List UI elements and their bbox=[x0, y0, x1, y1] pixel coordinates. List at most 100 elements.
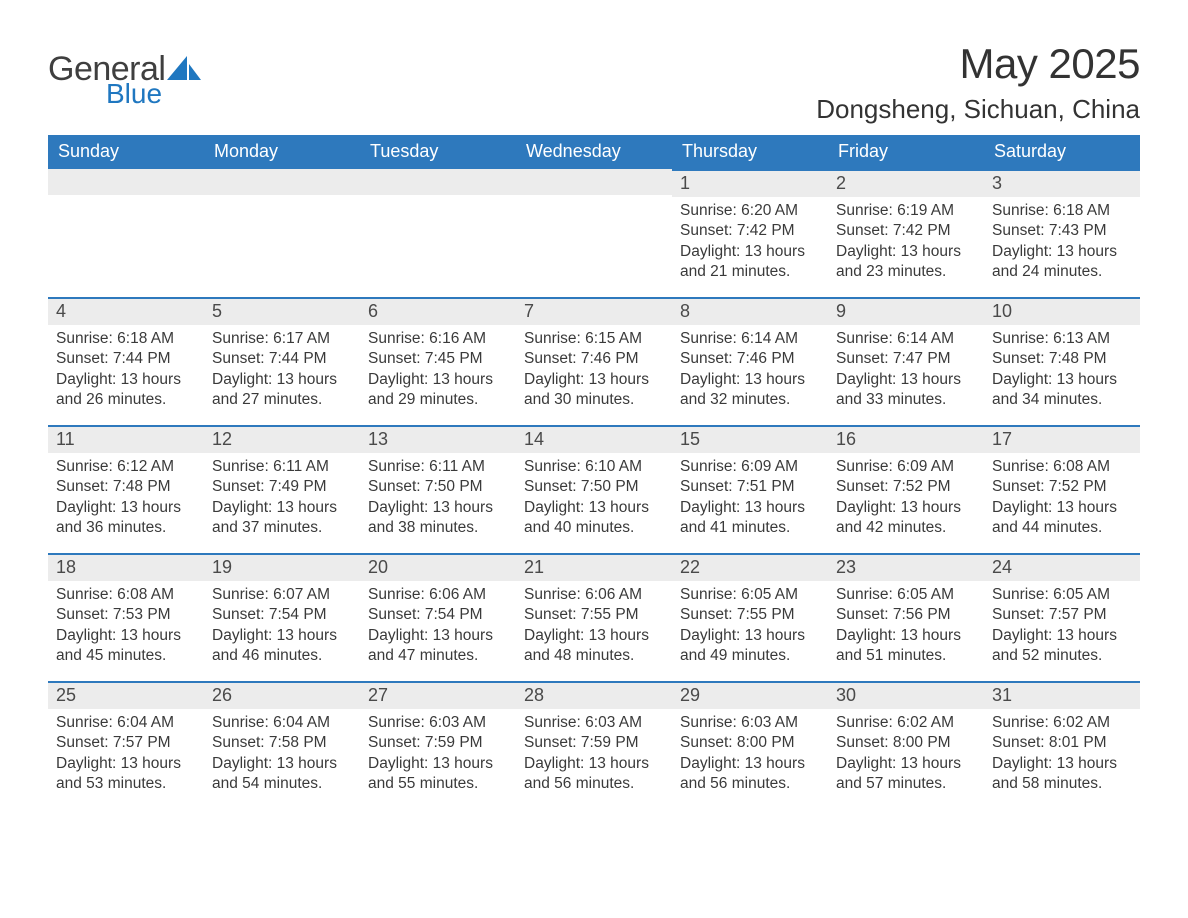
sunrise-label: Sunrise: bbox=[992, 586, 1053, 603]
logo: General Blue bbox=[48, 52, 201, 108]
empty-day-bar bbox=[360, 169, 516, 195]
detail-line: Sunset: 7:42 PM bbox=[680, 221, 820, 241]
calendar-day: 26Sunrise: 6:04 AMSunset: 7:58 PMDayligh… bbox=[204, 681, 360, 809]
day-details: Sunrise: 6:02 AMSunset: 8:01 PMDaylight:… bbox=[984, 709, 1140, 803]
daylight-hours: 13 bbox=[745, 627, 762, 644]
sunrise-label: Sunrise: bbox=[56, 586, 117, 603]
daylight-label: Daylight: bbox=[680, 499, 745, 516]
sunrise-label: Sunrise: bbox=[368, 586, 429, 603]
daylight-hours: 13 bbox=[433, 627, 450, 644]
day-number: 7 bbox=[516, 297, 672, 325]
detail-line: Sunset: 7:50 PM bbox=[368, 477, 508, 497]
calendar-day: 30Sunrise: 6:02 AMSunset: 8:00 PMDayligh… bbox=[828, 681, 984, 809]
detail-line: Sunset: 7:54 PM bbox=[368, 605, 508, 625]
column-header: Wednesday bbox=[516, 135, 672, 169]
sunrise-value: 6:19 AM bbox=[897, 202, 954, 219]
sunrise-value: 6:20 AM bbox=[741, 202, 798, 219]
day-number: 3 bbox=[984, 169, 1140, 197]
calendar-empty bbox=[48, 169, 204, 297]
day-number: 9 bbox=[828, 297, 984, 325]
detail-line: Sunrise: 6:13 AM bbox=[992, 329, 1132, 349]
sunset-value: 7:42 PM bbox=[737, 222, 795, 239]
detail-line: Sunrise: 6:17 AM bbox=[212, 329, 352, 349]
calendar-day: 25Sunrise: 6:04 AMSunset: 7:57 PMDayligh… bbox=[48, 681, 204, 809]
detail-line: Daylight: 13 hours and 34 minutes. bbox=[992, 370, 1132, 411]
day-number: 13 bbox=[360, 425, 516, 453]
sunset-label: Sunset: bbox=[836, 478, 893, 495]
sunset-label: Sunset: bbox=[56, 734, 113, 751]
daylight-hours: 13 bbox=[745, 371, 762, 388]
daylight-label: Daylight: bbox=[992, 499, 1057, 516]
detail-line: Sunrise: 6:09 AM bbox=[836, 457, 976, 477]
daylight-sep2: minutes. bbox=[259, 519, 322, 536]
sunset-label: Sunset: bbox=[524, 478, 581, 495]
sunrise-value: 6:03 AM bbox=[429, 714, 486, 731]
calendar-week: 25Sunrise: 6:04 AMSunset: 7:57 PMDayligh… bbox=[48, 681, 1140, 809]
daylight-label: Daylight: bbox=[56, 371, 121, 388]
daylight-sep2: minutes. bbox=[259, 775, 322, 792]
daylight-label: Daylight: bbox=[368, 499, 433, 516]
sunset-value: 8:01 PM bbox=[1049, 734, 1107, 751]
detail-line: Sunset: 7:57 PM bbox=[992, 605, 1132, 625]
sunset-value: 7:52 PM bbox=[893, 478, 951, 495]
detail-line: Sunrise: 6:14 AM bbox=[836, 329, 976, 349]
sunrise-label: Sunrise: bbox=[212, 586, 273, 603]
calendar-day: 17Sunrise: 6:08 AMSunset: 7:52 PMDayligh… bbox=[984, 425, 1140, 553]
daylight-minutes: 56 bbox=[554, 775, 571, 792]
calendar-day: 8Sunrise: 6:14 AMSunset: 7:46 PMDaylight… bbox=[672, 297, 828, 425]
sunset-value: 7:54 PM bbox=[269, 606, 327, 623]
sunset-value: 7:53 PM bbox=[113, 606, 171, 623]
daylight-hours: 13 bbox=[745, 499, 762, 516]
detail-line: Daylight: 13 hours and 26 minutes. bbox=[56, 370, 196, 411]
sunset-value: 8:00 PM bbox=[737, 734, 795, 751]
sunset-value: 7:59 PM bbox=[425, 734, 483, 751]
day-number: 11 bbox=[48, 425, 204, 453]
day-number: 14 bbox=[516, 425, 672, 453]
daylight-label: Daylight: bbox=[992, 755, 1057, 772]
sail-icon bbox=[167, 56, 201, 84]
calendar-day: 16Sunrise: 6:09 AMSunset: 7:52 PMDayligh… bbox=[828, 425, 984, 553]
detail-line: Sunrise: 6:05 AM bbox=[680, 585, 820, 605]
daylight-label: Daylight: bbox=[836, 243, 901, 260]
calendar-empty bbox=[360, 169, 516, 297]
calendar-day: 1Sunrise: 6:20 AMSunset: 7:42 PMDaylight… bbox=[672, 169, 828, 297]
day-details: Sunrise: 6:16 AMSunset: 7:45 PMDaylight:… bbox=[360, 325, 516, 419]
sunset-label: Sunset: bbox=[56, 350, 113, 367]
sunset-value: 7:58 PM bbox=[269, 734, 327, 751]
detail-line: Sunrise: 6:18 AM bbox=[992, 201, 1132, 221]
sunset-value: 7:57 PM bbox=[1049, 606, 1107, 623]
detail-line: Sunrise: 6:02 AM bbox=[836, 713, 976, 733]
detail-line: Daylight: 13 hours and 44 minutes. bbox=[992, 498, 1132, 539]
daylight-minutes: 53 bbox=[86, 775, 103, 792]
detail-line: Sunset: 7:59 PM bbox=[368, 733, 508, 753]
daylight-sep2: minutes. bbox=[727, 391, 790, 408]
detail-line: Sunset: 7:43 PM bbox=[992, 221, 1132, 241]
detail-line: Daylight: 13 hours and 51 minutes. bbox=[836, 626, 976, 667]
sunrise-value: 6:14 AM bbox=[741, 330, 798, 347]
detail-line: Sunset: 7:46 PM bbox=[680, 349, 820, 369]
detail-line: Sunset: 7:55 PM bbox=[680, 605, 820, 625]
detail-line: Sunrise: 6:04 AM bbox=[56, 713, 196, 733]
daylight-sep2: minutes. bbox=[727, 775, 790, 792]
detail-line: Daylight: 13 hours and 52 minutes. bbox=[992, 626, 1132, 667]
detail-line: Sunset: 7:48 PM bbox=[992, 349, 1132, 369]
daylight-sep2: minutes. bbox=[415, 519, 478, 536]
sunrise-label: Sunrise: bbox=[836, 586, 897, 603]
day-number: 15 bbox=[672, 425, 828, 453]
detail-line: Sunset: 7:57 PM bbox=[56, 733, 196, 753]
daylight-sep2: minutes. bbox=[259, 647, 322, 664]
day-details: Sunrise: 6:08 AMSunset: 7:53 PMDaylight:… bbox=[48, 581, 204, 675]
daylight-sep2: minutes. bbox=[415, 647, 478, 664]
daylight-hours: 13 bbox=[277, 755, 294, 772]
daylight-sep2: minutes. bbox=[103, 519, 166, 536]
sunset-value: 7:54 PM bbox=[425, 606, 483, 623]
sunset-label: Sunset: bbox=[368, 350, 425, 367]
day-number: 20 bbox=[360, 553, 516, 581]
daylight-label: Daylight: bbox=[212, 371, 277, 388]
daylight-minutes: 52 bbox=[1022, 647, 1039, 664]
daylight-label: Daylight: bbox=[524, 371, 589, 388]
sunrise-value: 6:05 AM bbox=[1053, 586, 1110, 603]
daylight-hours: 13 bbox=[901, 755, 918, 772]
sunset-label: Sunset: bbox=[992, 478, 1049, 495]
column-header: Thursday bbox=[672, 135, 828, 169]
